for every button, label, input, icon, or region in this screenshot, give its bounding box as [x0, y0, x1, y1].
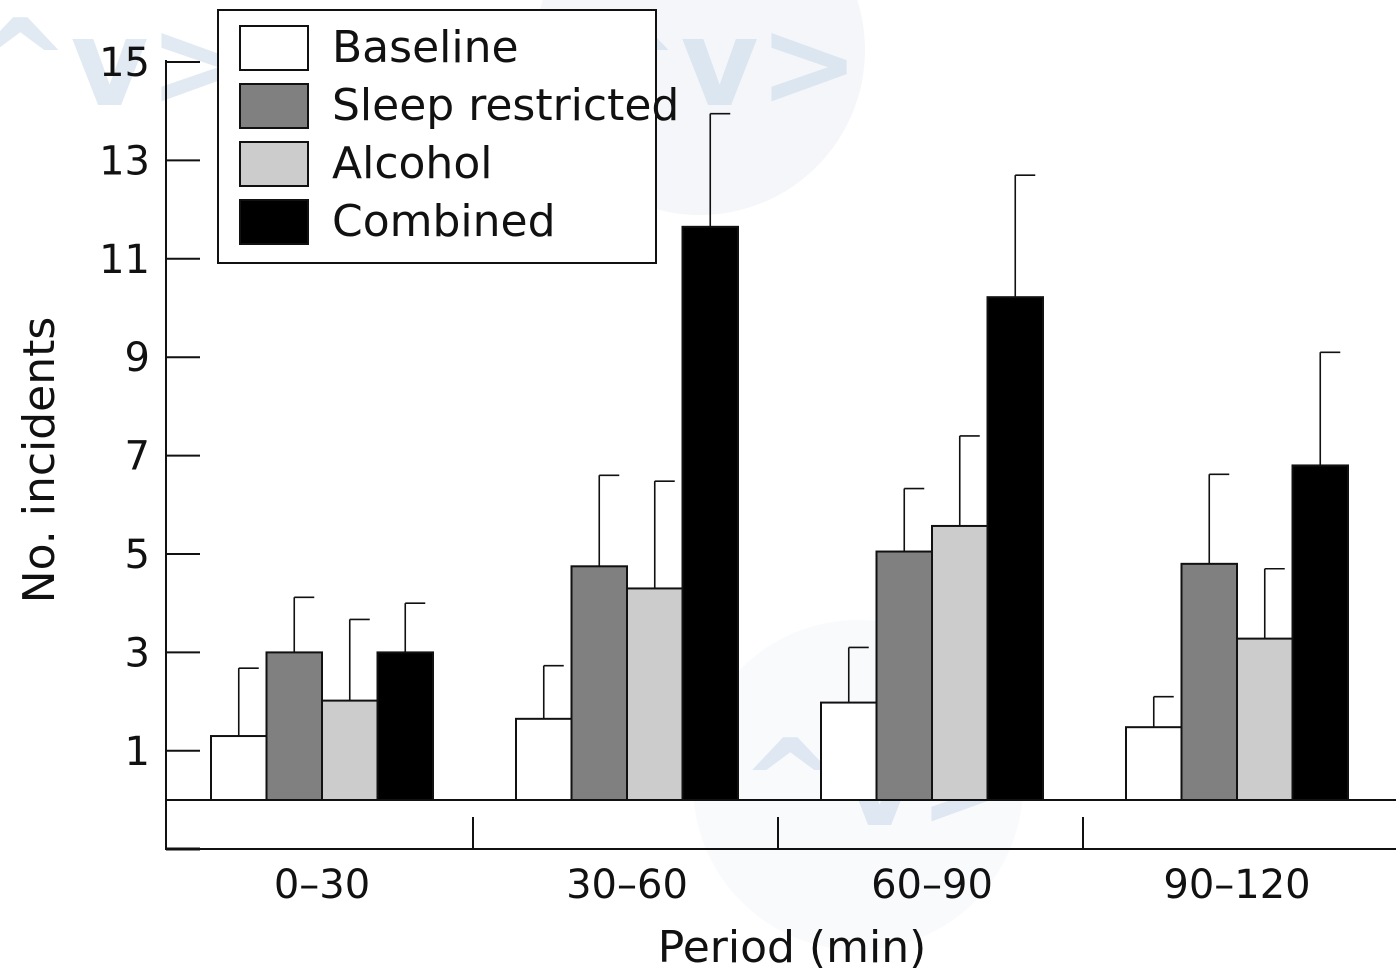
category-labels: 0–30 30–60 60–90 90–120	[274, 817, 1311, 908]
legend-swatch	[239, 83, 309, 129]
bar	[820, 701, 878, 801]
category-label: 60–90	[871, 862, 993, 908]
y-tick-label: 5	[125, 532, 150, 578]
legend-swatch	[239, 199, 309, 245]
bar	[210, 735, 268, 801]
legend-label: Combined	[332, 196, 556, 247]
legend-label: Sleep restricted	[332, 80, 679, 131]
y-tick-label: 11	[99, 237, 150, 283]
bar	[376, 651, 434, 802]
x-axis-title: Period (min)	[658, 922, 927, 973]
y-tick-label: 13	[99, 138, 150, 184]
y-tick-label: 9	[125, 335, 150, 381]
bar	[570, 565, 628, 801]
bar	[1236, 637, 1294, 802]
bar	[626, 587, 684, 801]
bar	[875, 550, 933, 801]
bar	[515, 717, 573, 802]
bar	[1180, 562, 1238, 802]
legend-label: Baseline	[332, 22, 519, 73]
category-label: 90–120	[1163, 862, 1310, 908]
y-tick-label: 15	[99, 40, 150, 86]
bar	[1291, 464, 1349, 801]
bar	[321, 699, 379, 802]
bars	[210, 112, 1349, 802]
watermark-mark: ^v>	[0, 0, 249, 134]
bar	[681, 225, 739, 801]
legend-label: Alcohol	[332, 138, 492, 189]
bar	[265, 651, 323, 802]
legend: Baseline Sleep restricted Alcohol Combined	[217, 9, 679, 264]
legend-swatch	[239, 25, 309, 71]
y-tick-label: 1	[125, 729, 150, 775]
legend-swatch	[239, 141, 309, 187]
category-label: 30–60	[566, 862, 688, 908]
bar	[986, 296, 1044, 801]
y-axis-title: No. incidents	[14, 317, 65, 604]
category-label: 0–30	[274, 862, 370, 908]
y-tick-label: 7	[125, 434, 150, 480]
bar	[931, 524, 989, 801]
bar	[1125, 726, 1183, 802]
y-tick-label: 3	[125, 630, 150, 676]
